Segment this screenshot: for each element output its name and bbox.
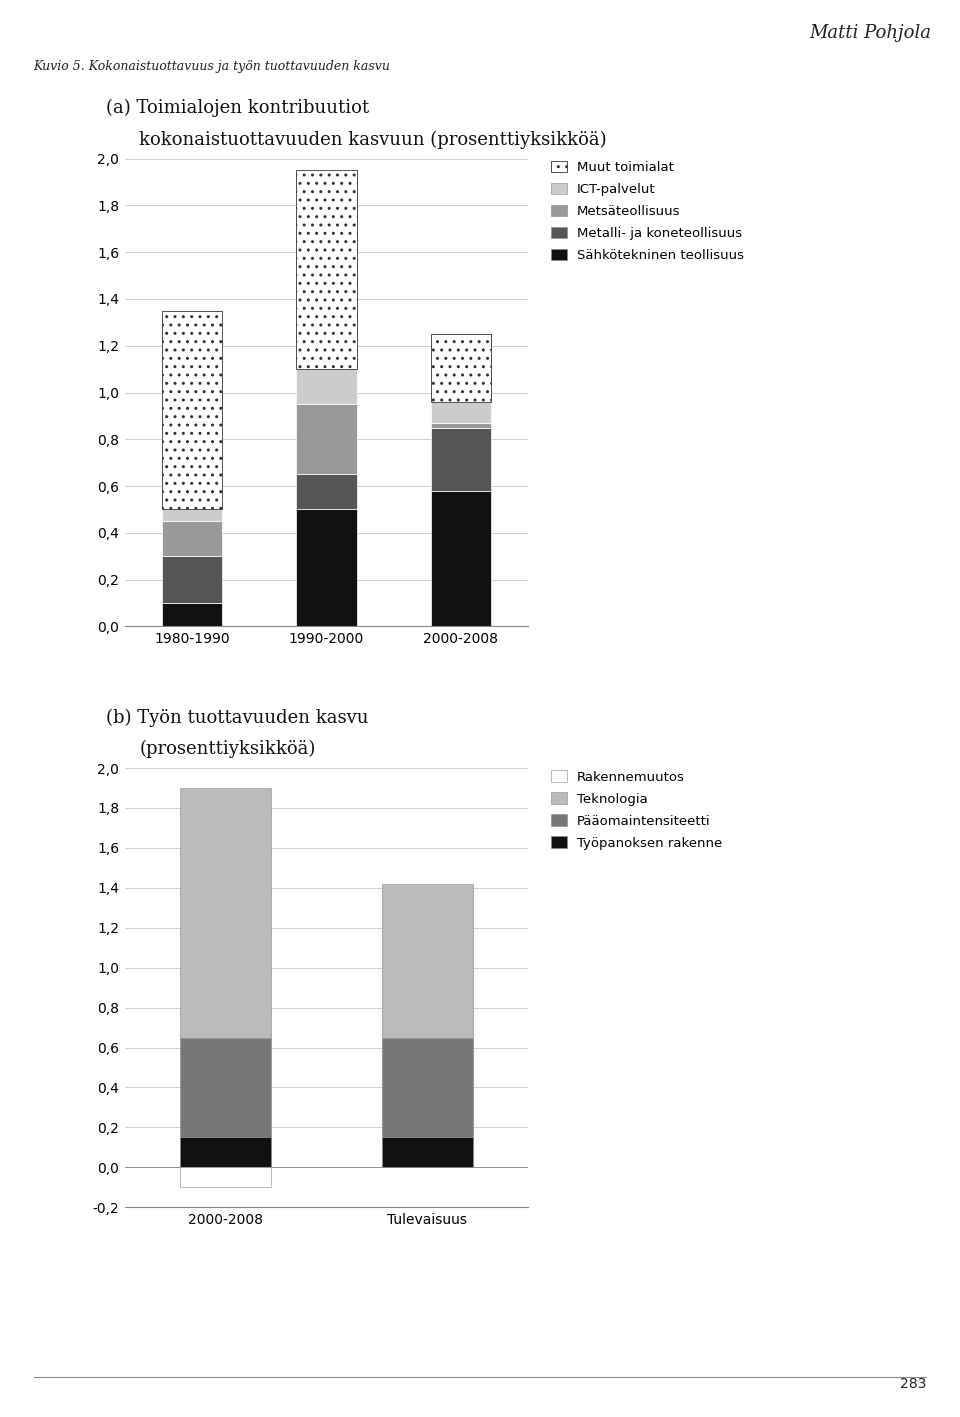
Bar	[430, 490, 491, 626]
Bar	[382, 1138, 472, 1168]
Legend: Muut toimialat, ICT-palvelut, Metsäteollisuus, Metalli- ja koneteollisuus, Sähkö: Muut toimialat, ICT-palvelut, Metsäteoll…	[551, 160, 744, 262]
Bar	[296, 509, 357, 626]
Bar	[161, 604, 222, 626]
Text: Matti Pohjola: Matti Pohjola	[809, 24, 931, 43]
Bar	[430, 334, 491, 402]
Bar	[180, 788, 271, 1037]
Text: (prosenttiyksikköä): (prosenttiyksikköä)	[139, 740, 316, 758]
Bar	[161, 310, 222, 509]
Bar	[296, 404, 357, 475]
Text: Kuvio 5. Kokonaistuottavuus ja työn tuottavuuden kasvu: Kuvio 5. Kokonaistuottavuus ja työn tuot…	[34, 60, 391, 72]
Legend: Rakennemuutos, Teknologia, Pääomaintensiteetti, Työpanoksen rakenne: Rakennemuutos, Teknologia, Pääomaintensi…	[551, 771, 722, 850]
Bar	[382, 884, 472, 1037]
Bar	[296, 368, 357, 404]
Bar	[180, 1037, 271, 1138]
Bar	[161, 521, 222, 555]
Text: (b) Työn tuottavuuden kasvu: (b) Työn tuottavuuden kasvu	[106, 708, 368, 727]
Bar	[180, 1168, 271, 1187]
Bar	[161, 509, 222, 521]
Bar	[296, 170, 357, 368]
Text: kokonaistuottavuuden kasvuun (prosenttiyksikköä): kokonaistuottavuuden kasvuun (prosenttiy…	[139, 130, 607, 149]
Bar	[296, 475, 357, 509]
Text: 283: 283	[900, 1377, 926, 1391]
Bar	[382, 1037, 472, 1138]
Bar	[430, 402, 491, 422]
Bar	[180, 1138, 271, 1168]
Text: (a) Toimialojen kontribuutiot: (a) Toimialojen kontribuutiot	[106, 99, 369, 118]
Bar	[161, 555, 222, 604]
Bar	[430, 422, 491, 428]
Bar	[430, 428, 491, 490]
